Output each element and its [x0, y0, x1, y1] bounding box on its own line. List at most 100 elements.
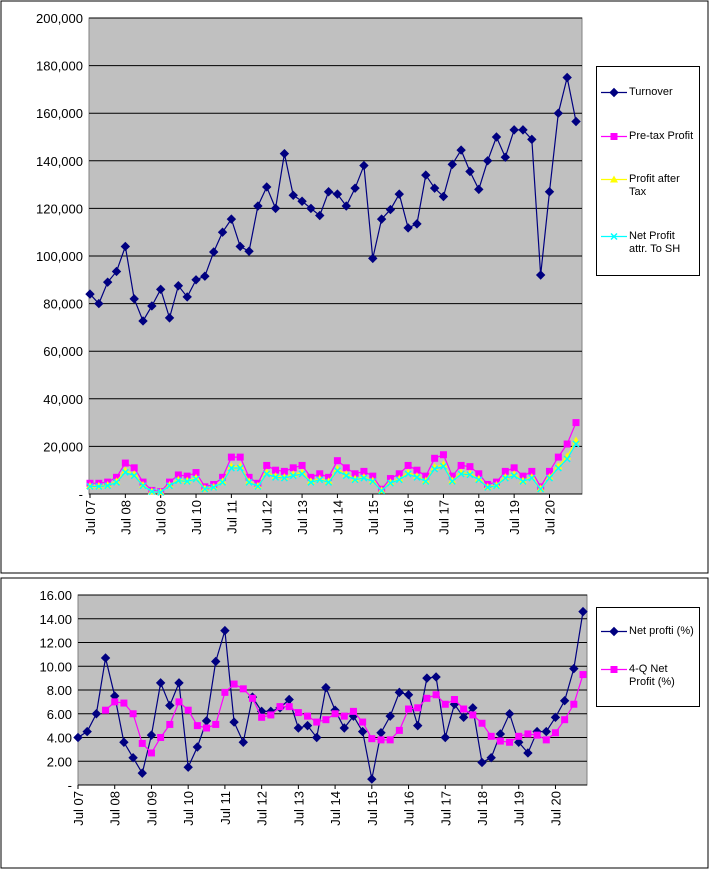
- marker: [157, 734, 165, 741]
- marker: [280, 474, 288, 482]
- marker: [571, 116, 581, 127]
- marker: [486, 752, 496, 763]
- marker: [73, 732, 83, 743]
- marker: [535, 270, 546, 280]
- marker: [219, 478, 227, 486]
- marker: [315, 210, 325, 221]
- marker: [359, 718, 367, 726]
- y-tick-label: 60,000: [43, 344, 83, 359]
- x-tick-label: Jul 17: [436, 500, 451, 535]
- marker: [267, 711, 275, 719]
- marker: [545, 474, 554, 482]
- legend-swatch: [601, 666, 627, 674]
- x-tick-label: Jul 08: [118, 500, 133, 535]
- marker: [166, 720, 174, 728]
- y-tick-label: 20,000: [43, 439, 83, 454]
- x-tick-label: Jul 07: [83, 500, 98, 535]
- marker: [562, 72, 572, 83]
- marker: [192, 469, 200, 477]
- marker: [165, 482, 174, 490]
- marker: [146, 730, 157, 740]
- marker: [394, 189, 404, 199]
- x-tick-label: Jul 12: [255, 791, 270, 826]
- marker: [306, 477, 315, 485]
- marker: [238, 737, 248, 747]
- marker: [230, 680, 238, 688]
- legend-item: 4-Q Net Profit (%): [599, 663, 697, 689]
- marker: [174, 477, 182, 485]
- y-tick-label: 180,000: [36, 59, 83, 74]
- marker: [227, 464, 235, 472]
- marker: [537, 485, 545, 493]
- marker: [95, 482, 103, 490]
- marker: [457, 461, 465, 469]
- marker: [509, 125, 519, 135]
- marker: [510, 464, 518, 472]
- marker: [528, 467, 536, 475]
- marker: [182, 292, 192, 302]
- marker: [518, 125, 528, 135]
- marker: [254, 482, 262, 490]
- marker: [321, 682, 331, 693]
- marker: [510, 472, 518, 480]
- marker: [280, 467, 288, 475]
- marker: [138, 316, 148, 326]
- marker: [333, 467, 341, 475]
- x-tick-label: Jul 16: [402, 791, 417, 826]
- marker: [466, 463, 474, 471]
- marker: [579, 671, 587, 679]
- x-tick-label: Jul 07: [71, 791, 86, 826]
- legend-item: Pre-tax Profit: [599, 130, 697, 143]
- marker: [148, 488, 156, 496]
- marker: [466, 471, 474, 479]
- marker: [200, 271, 210, 281]
- marker: [501, 473, 510, 481]
- marker: [610, 175, 618, 183]
- marker: [209, 247, 219, 257]
- marker: [285, 703, 293, 711]
- marker: [221, 688, 229, 696]
- y-tick-label: 100,000: [36, 249, 83, 264]
- marker: [359, 160, 369, 171]
- marker: [220, 625, 230, 636]
- marker: [487, 732, 495, 740]
- x-tick-label: Jul 09: [154, 500, 169, 535]
- marker: [403, 690, 414, 700]
- marker: [395, 476, 403, 484]
- y-tick-label: -: [68, 778, 72, 793]
- y-tick-label: 12.00: [39, 636, 72, 651]
- x-tick-label: Jul 19: [507, 500, 522, 535]
- marker: [86, 482, 94, 490]
- y-tick-label: 200,000: [36, 11, 83, 26]
- marker: [262, 468, 271, 476]
- marker: [316, 476, 324, 484]
- marker: [245, 478, 253, 486]
- legend-item: Turnover: [599, 86, 697, 99]
- y-tick-label: 80,000: [43, 297, 83, 312]
- marker: [403, 223, 413, 233]
- marker: [350, 183, 360, 193]
- marker: [563, 455, 571, 463]
- marker: [248, 694, 256, 702]
- x-tick-label: Jul 13: [291, 791, 306, 826]
- marker: [421, 476, 430, 484]
- marker: [192, 475, 200, 483]
- marker: [561, 716, 569, 724]
- marker: [545, 473, 554, 481]
- marker: [491, 132, 502, 142]
- marker: [236, 464, 244, 472]
- marker: [236, 453, 244, 461]
- marker: [313, 718, 321, 726]
- marker: [550, 712, 561, 723]
- marker: [369, 472, 377, 480]
- x-tick-label: Jul 11: [218, 791, 233, 825]
- x-tick-label: Jul 20: [542, 500, 557, 535]
- marker: [203, 724, 211, 732]
- legend-item: Net Profit attr. To SH: [599, 230, 697, 256]
- marker: [519, 472, 527, 480]
- marker: [413, 473, 421, 481]
- marker: [235, 241, 245, 252]
- marker: [405, 705, 413, 713]
- marker: [440, 732, 450, 743]
- marker: [332, 189, 343, 199]
